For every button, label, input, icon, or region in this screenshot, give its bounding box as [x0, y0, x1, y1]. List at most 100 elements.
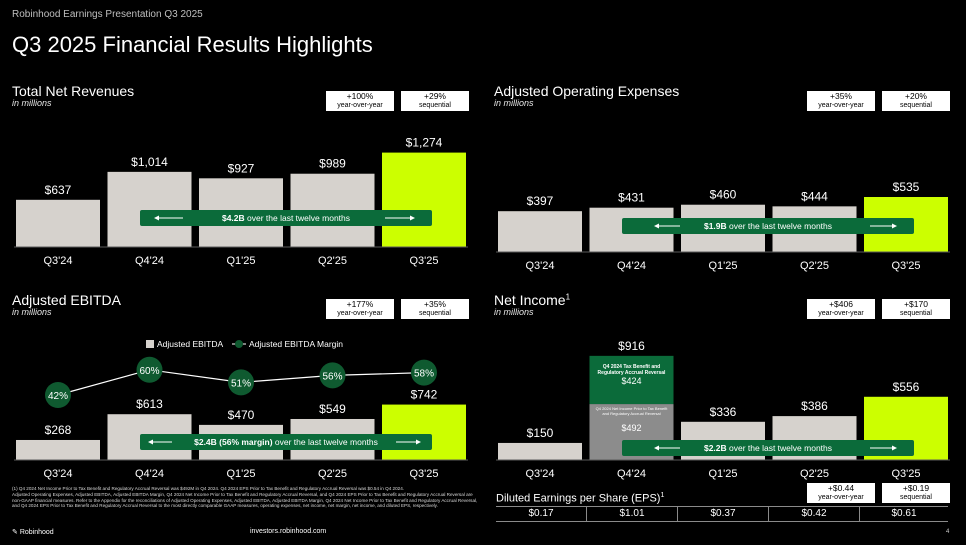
website-link[interactable]: investors.robinhood.com [250, 528, 327, 535]
margin-marker [136, 356, 163, 383]
x-tick-label: Q1'25 [708, 260, 737, 272]
eps-divider [677, 506, 678, 521]
x-tick-label: Q2'25 [318, 255, 347, 267]
eps-value-q1-25: $0.37 [710, 508, 736, 519]
ebitda-yoy-badge: +177% year-over-year [326, 299, 394, 319]
ebitda-banner-text: over the last twelve months [273, 437, 378, 447]
revenue-banner-text: over the last twelve months [245, 213, 350, 223]
eps-divider [768, 506, 769, 521]
opex-subtitle: in millions [494, 98, 534, 108]
data-label: $613 [136, 397, 163, 411]
ebitda-chart: $268 Q3'24 $613 Q4'24 $470 Q1'25 $549 Q2'25 $742… [14, 356, 468, 480]
x-tick-label: Q4'24 [617, 468, 646, 480]
page-number: 4 [946, 529, 950, 535]
data-label: Q4 2024 Tax Benefit and Regulatory Accrua… [598, 364, 667, 376]
x-tick-label: Q1'25 [226, 255, 255, 267]
margin-marker [411, 359, 437, 386]
margin-label: 51% [231, 378, 251, 389]
footnote-1: (1) Q4 2024 Net Income Prior to Tax Bene… [12, 486, 405, 491]
footnote-2: Adjusted Operating Expenses, Adjusted EB… [12, 492, 478, 509]
data-label: $470 [228, 408, 255, 422]
x-tick-label: Q2'25 [800, 468, 829, 480]
eps-value-q2-25: $0.42 [801, 508, 827, 519]
opex-seq-badge: +20% sequential [882, 91, 950, 111]
netincome-chart: $150 Q3'24 Q4 2024 Tax Benefit and Regulato… [496, 339, 950, 480]
x-tick-label: Q3'25 [891, 468, 920, 480]
legend-line-label: Adjusted EBITDA Margin [249, 339, 343, 349]
eps-top-rule [496, 506, 948, 507]
presentation-label: Robinhood Earnings Presentation Q3 2025 [12, 9, 203, 20]
x-tick-label: Q2'25 [800, 260, 829, 272]
opex-banner-text: over the last twelve months [727, 221, 832, 231]
opex-title: Adjusted Operating Expenses [494, 83, 680, 99]
margin-label: 56% [322, 371, 342, 382]
data-label: $431 [618, 191, 645, 205]
netincome-seq-badge: +$170 sequential [882, 299, 950, 319]
revenue-yoy-badge: +100% year-over-year [326, 91, 394, 111]
opex-ltm-banner: $1.9B over the last twelve months [622, 218, 914, 234]
data-label: $444 [801, 189, 828, 203]
bar [498, 211, 582, 252]
margin-label: 42% [48, 391, 68, 402]
x-tick-label: Q4'24 [617, 260, 646, 272]
revenue-title: Total Net Revenues [12, 83, 135, 99]
feather-icon: ✎ [12, 529, 18, 536]
legend-line-marker [235, 340, 243, 348]
x-tick-label: Q1'25 [708, 468, 737, 480]
bar [16, 439, 100, 460]
eps-divider [586, 506, 587, 521]
data-label: $742 [411, 388, 438, 402]
netincome-banner-text: over the last twelve months [727, 443, 832, 453]
data-label: $268 [45, 423, 72, 437]
margin-marker [45, 382, 71, 408]
bar [107, 171, 192, 247]
eps-seq-badge: +$0.19 sequential [882, 483, 950, 503]
svg-text:$1.9B over the last twelve mon: $1.9B over the last twelve months [704, 221, 832, 231]
data-label: $386 [801, 399, 828, 413]
legend-bar-label: Adjusted EBITDA [157, 339, 223, 349]
bar [382, 152, 466, 247]
svg-text:$4.2B over the last twelve mon: $4.2B over the last twelve months [222, 213, 350, 223]
legend-bar-swatch [146, 340, 154, 348]
brand-logo: ✎ Robinhood [12, 529, 54, 536]
data-label: $556 [893, 380, 920, 394]
eps-value-q3-25: $0.61 [891, 508, 917, 519]
data-label: $336 [710, 405, 737, 419]
x-tick-label: Q3'25 [409, 255, 438, 267]
x-tick-label: Q3'24 [525, 260, 554, 272]
data-label: $492 [621, 423, 641, 433]
revenue-chart: $637 Q3'24 $1,014 Q4'24 $927 Q1'25 $989 Q2'25 $1… [14, 136, 468, 267]
ebitda-title: Adjusted EBITDA [12, 292, 121, 308]
eps-bottom-rule [496, 521, 948, 522]
svg-text:$2.4B (56% margin) over the la: $2.4B (56% margin) over the last twelve … [194, 437, 378, 447]
revenue-seq-badge: +29% sequential [401, 91, 469, 111]
revenue-subtitle: in millions [12, 98, 52, 108]
bar [16, 199, 100, 247]
page-title: Q3 2025 Financial Results Highlights [12, 32, 373, 57]
eps-value-q4-24: $1.01 [619, 508, 645, 519]
data-label: $397 [527, 194, 554, 208]
data-label: $535 [893, 180, 920, 194]
data-label: $424 [621, 376, 641, 386]
eps-value-q3-24: $0.17 [528, 508, 554, 519]
x-tick-label: Q4'24 [135, 468, 164, 480]
revenue-banner-bold: $4.2B [222, 213, 245, 223]
x-tick-label: Q3'25 [409, 468, 438, 480]
eps-divider [859, 506, 860, 521]
x-tick-label: Q2'25 [318, 468, 347, 480]
netincome-ltm-banner: $2.2B over the last twelve months [622, 440, 914, 456]
ebitda-banner-bold: $2.4B (56% margin) [194, 437, 273, 447]
netincome-yoy-badge: +$406 year-over-year [807, 299, 875, 319]
bar [589, 355, 674, 405]
x-tick-label: Q3'25 [891, 260, 920, 272]
data-label: $1,014 [131, 155, 168, 169]
svg-text:$2.2B over the last twelve mon: $2.2B over the last twelve months [704, 443, 832, 453]
data-label: Q4 2024 Net Income Prior to Tax Benefit a… [596, 406, 669, 416]
margin-label: 60% [139, 366, 159, 377]
margin-label: 58% [414, 369, 434, 380]
data-label: $916 [618, 339, 645, 353]
netincome-banner-bold: $2.2B [704, 443, 727, 453]
netincome-subtitle: in millions [494, 307, 534, 317]
data-label: $927 [228, 161, 255, 175]
data-label: $637 [45, 183, 72, 197]
